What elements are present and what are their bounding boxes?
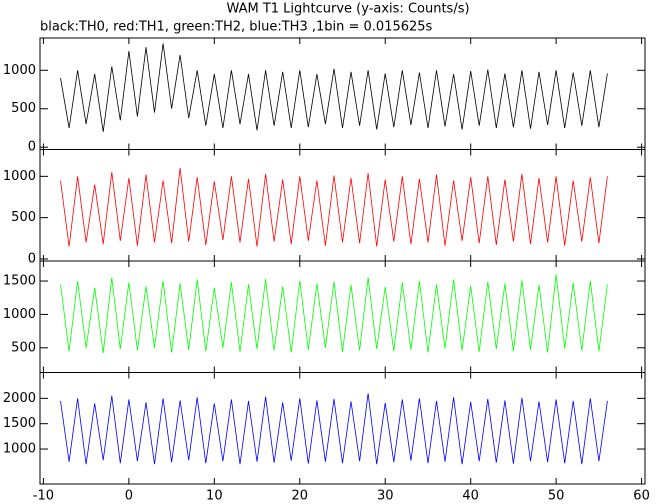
series-line	[60, 43, 608, 132]
x-tick-label: 60	[633, 489, 650, 504]
y-tick-label: 2000	[3, 391, 36, 406]
x-tick-label: 0	[125, 489, 133, 504]
y-tick-label: 0	[28, 251, 36, 266]
y-tick-label: 1000	[3, 169, 36, 184]
y-tick-label: 1500	[3, 416, 36, 431]
series-line	[60, 393, 608, 465]
y-tick-label: 0	[28, 140, 36, 155]
panel-frame	[39, 260, 646, 373]
chart-title: WAM T1 Lightcurve (y-axis: Counts/s)	[226, 2, 469, 17]
panel-frame	[39, 372, 646, 485]
series-line	[60, 274, 608, 354]
x-tick-label: 20	[292, 489, 309, 504]
y-tick-label: 500	[11, 210, 36, 225]
y-tick-label: 500	[11, 101, 36, 116]
chart-subtitle: black:TH0, red:TH1, green:TH2, blue:TH3 …	[40, 20, 433, 35]
y-tick-label: 1000	[3, 63, 36, 78]
y-tick-label: 1000	[3, 307, 36, 322]
y-tick-label: 500	[11, 340, 36, 355]
panel-frame	[39, 37, 646, 150]
x-tick-label: 10	[206, 489, 223, 504]
series-line	[60, 168, 608, 247]
y-tick-label: 1500	[3, 274, 36, 289]
y-tick-label: 1000	[3, 442, 36, 457]
x-tick-label: 30	[377, 489, 394, 504]
x-tick-label: 50	[548, 489, 565, 504]
panel-frame	[39, 149, 646, 262]
x-tick-label: -10	[33, 489, 54, 504]
x-tick-label: 40	[462, 489, 479, 504]
